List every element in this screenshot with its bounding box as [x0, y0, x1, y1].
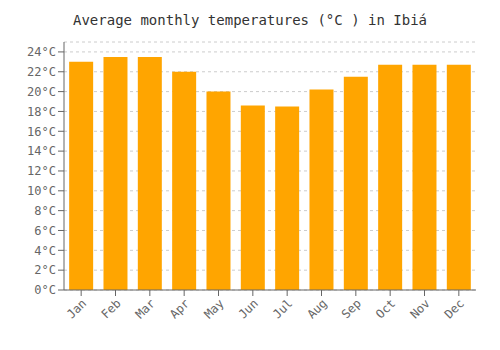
svg-text:Mar: Mar: [133, 296, 158, 321]
svg-text:16°C: 16°C: [27, 125, 56, 139]
svg-text:May: May: [201, 296, 226, 321]
svg-text:Jun: Jun: [236, 296, 261, 321]
svg-text:24°C: 24°C: [27, 45, 56, 59]
svg-text:Apr: Apr: [167, 296, 192, 321]
svg-text:12°C: 12°C: [27, 164, 56, 178]
svg-text:6°C: 6°C: [34, 224, 56, 238]
svg-text:Jul: Jul: [270, 296, 295, 321]
svg-text:Oct: Oct: [373, 296, 398, 321]
svg-text:4°C: 4°C: [34, 244, 56, 258]
svg-text:0°C: 0°C: [34, 283, 56, 297]
svg-text:Dec: Dec: [442, 296, 467, 321]
svg-text:8°C: 8°C: [34, 204, 56, 218]
svg-text:10°C: 10°C: [27, 184, 56, 198]
svg-text:20°C: 20°C: [27, 85, 56, 99]
svg-text:Jan: Jan: [64, 296, 89, 321]
svg-text:14°C: 14°C: [27, 144, 56, 158]
svg-text:22°C: 22°C: [27, 65, 56, 79]
html-text:Average monthly temperatures (: Average monthly temperatures (°C ) in Ib…: [73, 12, 427, 28]
svg-text:Nov: Nov: [407, 296, 432, 321]
svg-text:Sep: Sep: [339, 296, 364, 321]
svg-text:18°C: 18°C: [27, 105, 56, 119]
svg-text:2°C: 2°C: [34, 263, 56, 277]
svg-text:Feb: Feb: [98, 296, 123, 321]
svg-text:Aug: Aug: [304, 296, 329, 321]
